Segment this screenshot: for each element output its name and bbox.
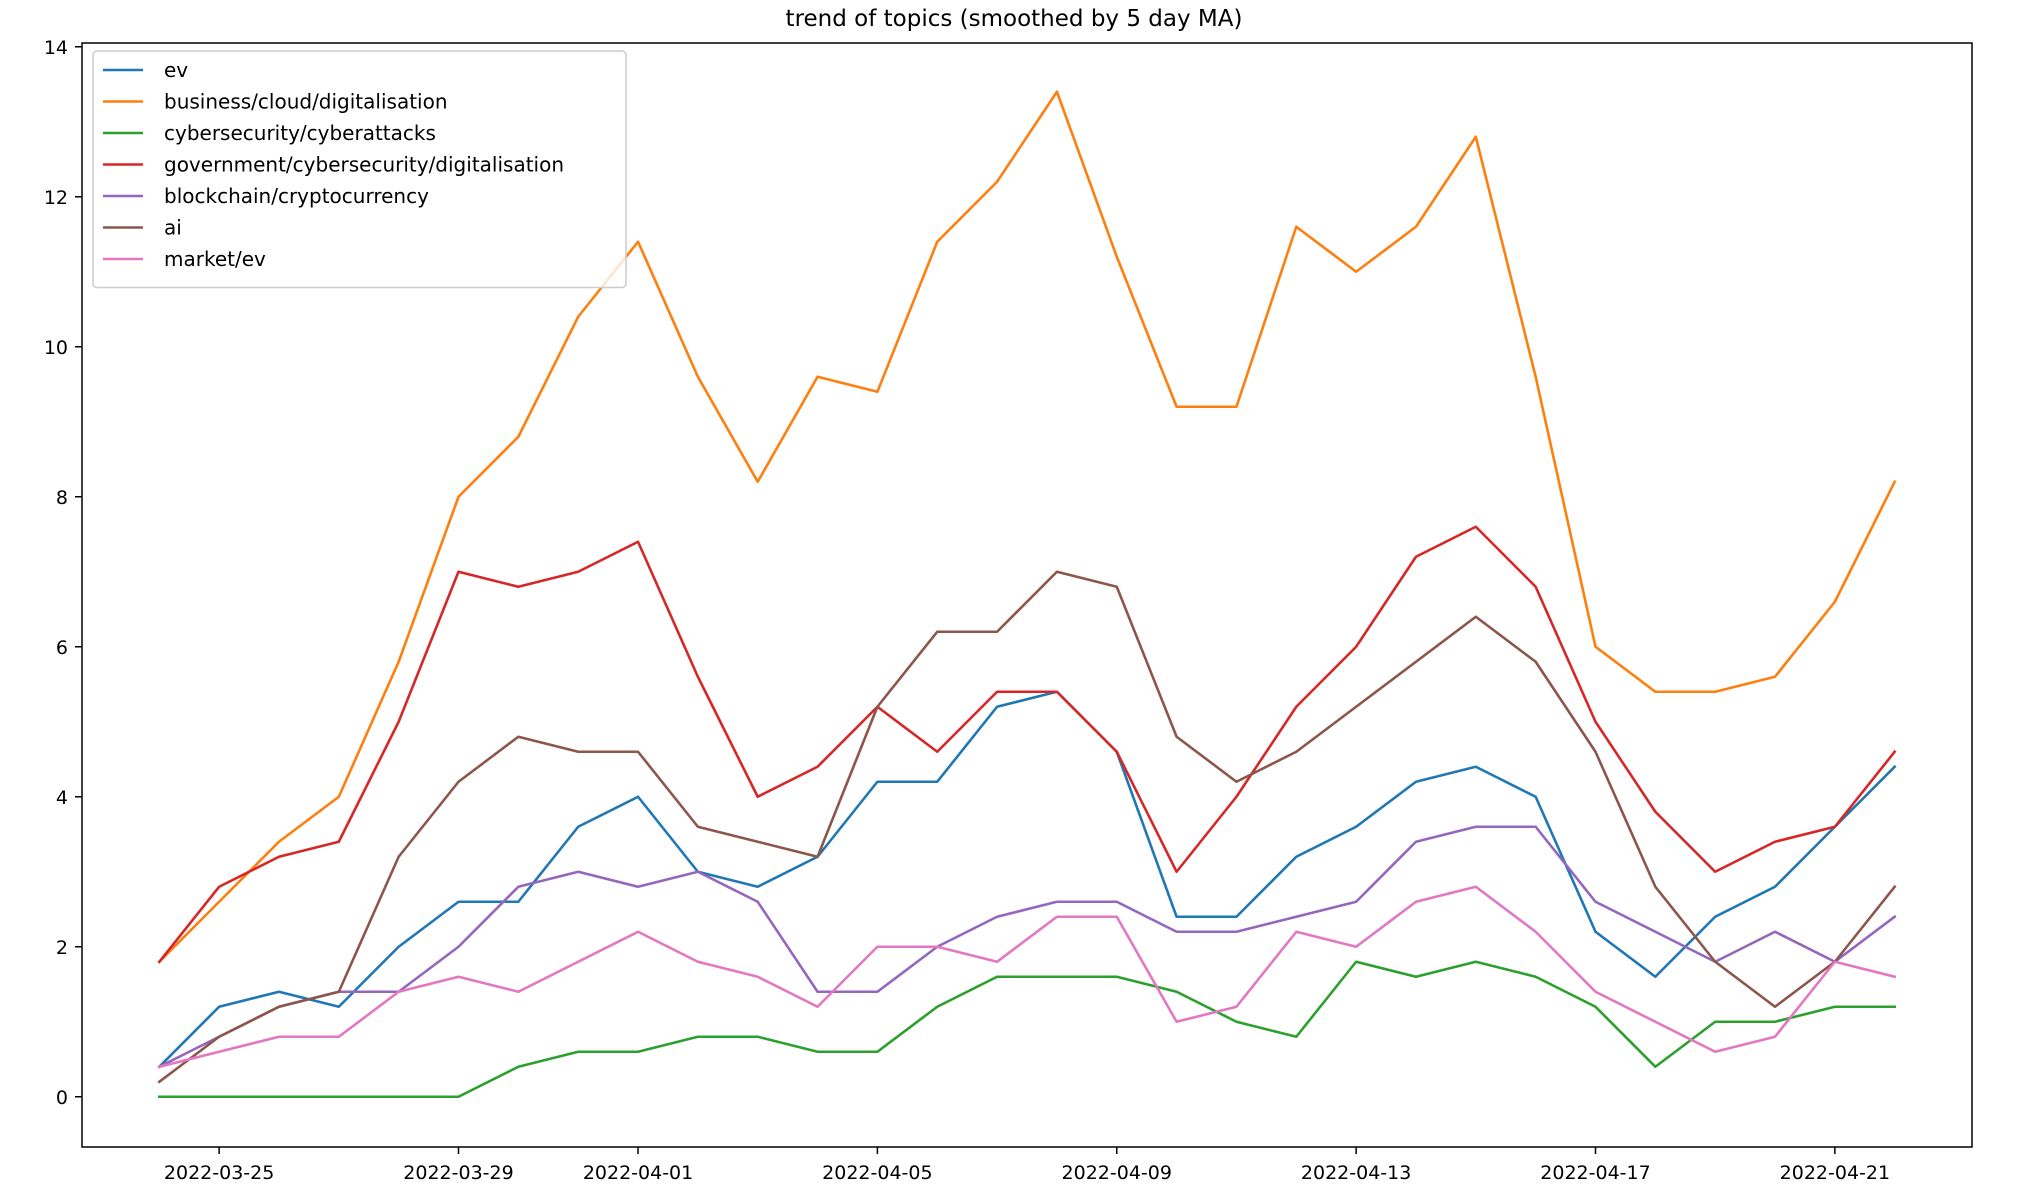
x-tick-label: 2022-04-17 bbox=[1540, 1162, 1650, 1184]
legend-label: cybersecurity/cyberattacks bbox=[164, 121, 436, 145]
series-line-4 bbox=[157, 825, 1897, 1069]
y-tick-label: 12 bbox=[44, 187, 68, 209]
series-line-3 bbox=[157, 525, 1897, 964]
x-tick-label: 2022-04-01 bbox=[583, 1162, 693, 1184]
y-tick-label: 4 bbox=[56, 787, 68, 809]
series-line-2 bbox=[158, 960, 1896, 1099]
series-line-5 bbox=[157, 570, 1897, 1084]
legend-box bbox=[92, 50, 627, 289]
y-axis: 0 2 4 6 8 10 12 14 bbox=[44, 37, 82, 1109]
series-line-1 bbox=[157, 90, 1897, 964]
x-tick-label: 2022-03-29 bbox=[403, 1162, 513, 1184]
y-tick-label: 14 bbox=[44, 37, 68, 59]
y-tick-label: 2 bbox=[56, 937, 68, 959]
legend: ev business/cloud/digitalisation cybersecu… bbox=[92, 50, 627, 289]
x-tick-label: 2022-03-25 bbox=[164, 1162, 274, 1184]
x-axis: 2022-03-25 2022-03-29 2022-04-01 2022-04-05… bbox=[164, 1147, 1890, 1184]
legend-label: government/cybersecurity/digitalisation bbox=[164, 153, 564, 177]
chart-title: trend of topics (smoothed by 5 day MA) bbox=[786, 6, 1243, 32]
legend-label: business/cloud/digitalisation bbox=[164, 90, 448, 114]
legend-label: blockchain/cryptocurrency bbox=[164, 184, 429, 208]
series-line-6 bbox=[157, 885, 1897, 1069]
legend-label: market/ev bbox=[164, 247, 266, 271]
x-tick-label: 2022-04-21 bbox=[1780, 1162, 1890, 1184]
legend-label: ai bbox=[164, 216, 182, 240]
y-tick-label: 0 bbox=[56, 1087, 68, 1109]
y-tick-label: 6 bbox=[56, 637, 68, 659]
series-layer bbox=[157, 90, 1897, 1099]
series-line-0 bbox=[157, 690, 1897, 1069]
x-tick-label: 2022-04-05 bbox=[822, 1162, 932, 1184]
legend-label: ev bbox=[164, 58, 188, 82]
y-tick-label: 10 bbox=[44, 337, 68, 359]
x-tick-label: 2022-04-09 bbox=[1062, 1162, 1172, 1184]
plot-area bbox=[81, 42, 1973, 1148]
y-tick-label: 8 bbox=[56, 487, 68, 509]
x-tick-label: 2022-04-13 bbox=[1301, 1162, 1411, 1184]
